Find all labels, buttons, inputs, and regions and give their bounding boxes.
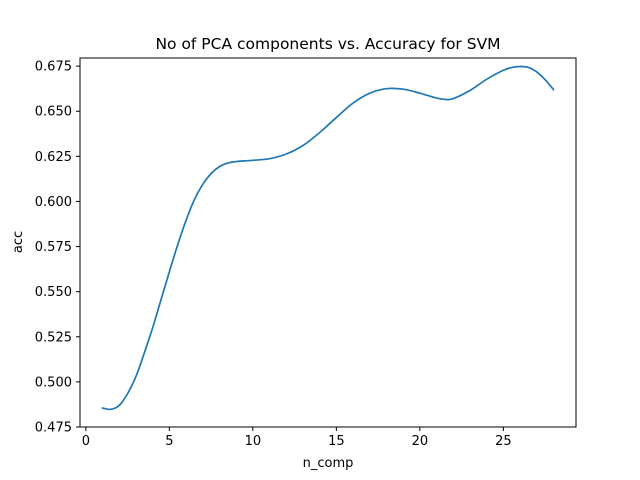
y-tick-label: 0.675 xyxy=(35,60,72,75)
y-tick-label: 0.525 xyxy=(35,330,72,345)
y-tick-label: 0.575 xyxy=(35,240,72,255)
y-tick-label: 0.475 xyxy=(35,421,72,436)
y-axis: 0.475 0.500 0.525 0.550 0.575 0.600 0.625 0.650… xyxy=(35,60,80,436)
x-tick-label: 15 xyxy=(328,434,345,449)
y-tick-label: 0.600 xyxy=(35,195,72,210)
x-tick-label: 10 xyxy=(245,434,262,449)
y-tick-label: 0.625 xyxy=(35,150,72,165)
x-tick-label: 25 xyxy=(495,434,512,449)
plot-area xyxy=(101,65,555,411)
x-tick-label: 20 xyxy=(412,434,429,449)
x-tick-label: 0 xyxy=(82,434,90,449)
chart-title: No of PCA components vs. Accuracy for SV… xyxy=(155,35,500,53)
series-line xyxy=(101,65,555,411)
y-tick-label: 0.550 xyxy=(35,285,72,300)
y-axis-label: acc xyxy=(11,231,26,253)
axes-frame xyxy=(79,57,577,428)
y-tick-label: 0.650 xyxy=(35,105,72,120)
x-tick-label: 5 xyxy=(165,434,173,449)
x-axis-label: n_comp xyxy=(303,456,354,471)
y-tick-label: 0.500 xyxy=(35,375,72,390)
x-axis: 0 5 10 15 20 25 xyxy=(82,427,512,449)
